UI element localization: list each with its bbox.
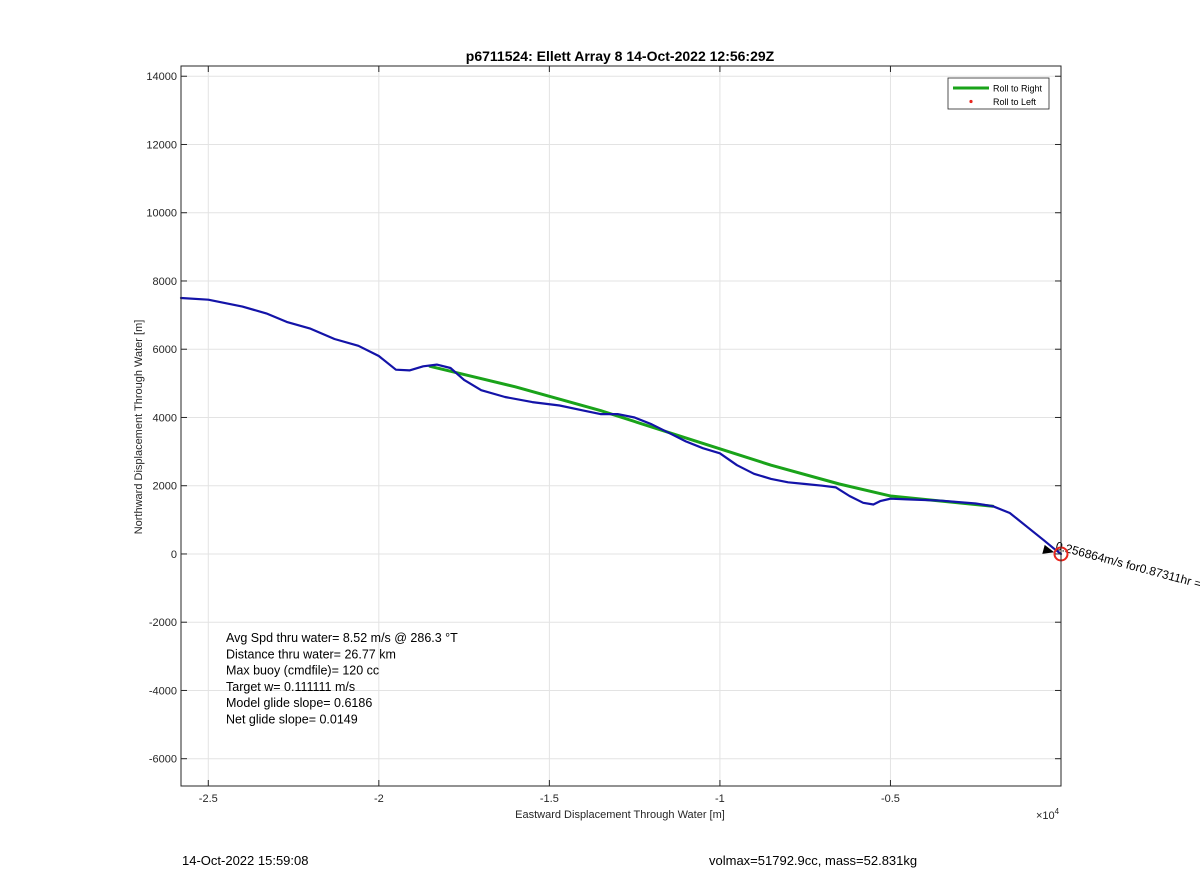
y-tick-label: -2000 (149, 617, 177, 629)
current-arrow-label: 0.256864m/s for0.87311hr =0.564158km (1054, 539, 1200, 608)
y-axis-label: Northward Displacement Through Water [m] (133, 320, 145, 535)
legend-dot-swatch (969, 99, 973, 104)
series-line-0 (428, 364, 995, 508)
x-exponent-power: 4 (1055, 807, 1060, 816)
y-tick-label: 6000 (153, 344, 177, 356)
legend-box (947, 77, 1050, 110)
x-tick-label: -0.5 (881, 793, 900, 805)
x-exponent-base: ×10 (1036, 810, 1055, 822)
y-tick-label: 0 (171, 549, 177, 561)
series-layer (179, 296, 1063, 556)
y-tick-label: 12000 (146, 139, 177, 151)
x-exponent: ×104 (1036, 807, 1060, 822)
annotation-line: Net glide slope= 0.0149 (226, 713, 358, 727)
footer-timestamp: 14-Oct-2022 15:59:08 (182, 853, 309, 868)
annotation-line: Max buoy (cmdfile)= 120 cc (226, 664, 379, 678)
ticks: -2.5 -2 -1.5 -1 -0.5 -6000 -4000 -2000 0 2000 4000… (146, 66, 1061, 805)
stats-annotations: Avg Spd thru water= 8.52 m/s @ 286.3 °T D… (226, 631, 458, 727)
chart-title: p6711524: Ellett Array 8 14-Oct-2022 12:… (466, 48, 775, 64)
x-tick-label: -1.5 (540, 793, 559, 805)
y-tick-label: -4000 (149, 685, 177, 697)
x-tick-label: -2 (374, 793, 384, 805)
annotation-line: Avg Spd thru water= 8.52 m/s @ 286.3 °T (226, 631, 458, 645)
x-axis-label: Eastward Displacement Through Water [m] (515, 809, 725, 821)
x-tick-label: -1 (715, 793, 725, 805)
current-arrow-head (1042, 544, 1055, 554)
y-tick-label: -6000 (149, 754, 177, 766)
y-tick-label: 4000 (153, 412, 177, 424)
overlay-layer: 0.256864m/s for0.87311hr =0.564158km (1042, 539, 1200, 608)
y-tick-label: 2000 (153, 481, 177, 493)
y-tick-label: 14000 (146, 71, 177, 83)
annotation-line: Distance thru water= 26.77 km (226, 647, 396, 661)
annotation-line: Model glide slope= 0.6186 (226, 696, 372, 710)
grid (181, 66, 1061, 786)
legend-label: Roll to Right (993, 84, 1043, 94)
legend-label: Roll to Left (993, 97, 1037, 107)
annotation-line: Target w= 0.111111 m/s (226, 680, 355, 694)
footer-mass-info: volmax=51792.9cc, mass=52.831kg (709, 853, 918, 868)
y-tick-label: 8000 (153, 276, 177, 288)
series-line-1 (179, 296, 1063, 556)
x-tick-label: -2.5 (199, 793, 218, 805)
legend: Roll to Right Roll to Left (947, 77, 1050, 110)
axes-box (180, 65, 1062, 787)
y-tick-label: 10000 (146, 208, 177, 220)
